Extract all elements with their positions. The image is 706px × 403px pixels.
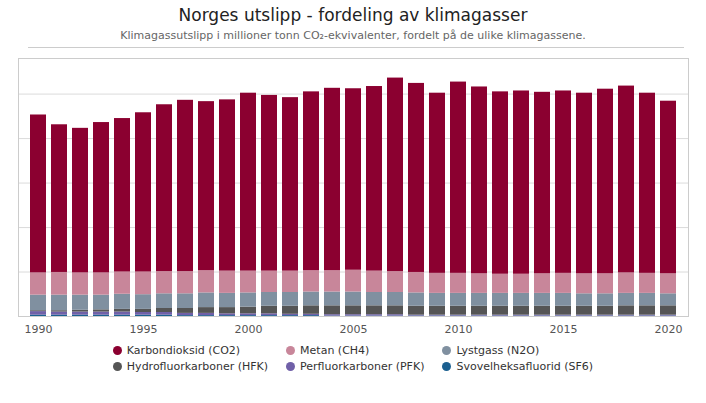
html-text:Svovelheksafluorid (SF6): Svovelheksafluorid (SF6) xyxy=(456,360,594,373)
svg-text:2020: 2020 xyxy=(655,323,683,336)
html-text:Karbondioksid (CO2): Karbondioksid (CO2) xyxy=(126,344,241,357)
svg-text:2015: 2015 xyxy=(550,323,578,336)
html-text:Klimagassutslipp i millioner t: Klimagassutslipp i millioner tonn CO₂-ek… xyxy=(120,29,586,42)
svg-text:2005: 2005 xyxy=(340,323,368,336)
svg-text:2000: 2000 xyxy=(235,323,263,336)
svg-text:1990: 1990 xyxy=(25,323,53,336)
html-text:Lystgass (N2O): Lystgass (N2O) xyxy=(456,344,540,357)
html-text:Hydrofluorkarboner (HFK): Hydrofluorkarboner (HFK) xyxy=(126,360,269,373)
svg-text:1995: 1995 xyxy=(130,323,158,336)
html-text:Metan (CH4): Metan (CH4) xyxy=(300,344,370,357)
html-text:Norges utslipp - fordeling av: Norges utslipp - fordeling av klimagasse… xyxy=(178,5,528,25)
svg-text:2010: 2010 xyxy=(445,323,473,336)
html-text:Perfluorkarboner (PFK): Perfluorkarboner (PFK) xyxy=(300,360,425,373)
